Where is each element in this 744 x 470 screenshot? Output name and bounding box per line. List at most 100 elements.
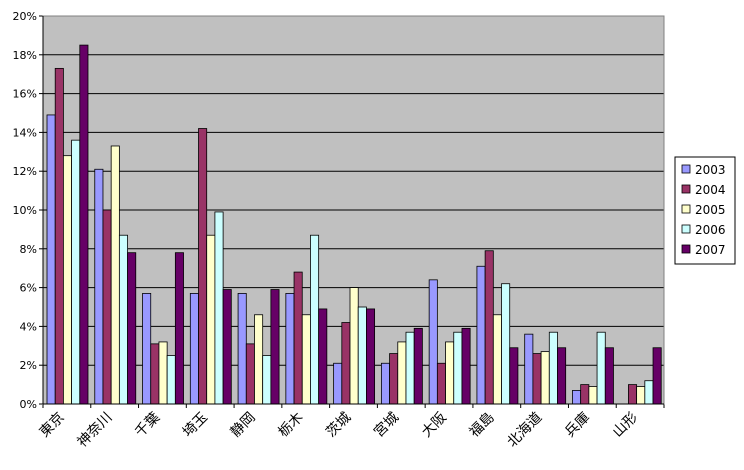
bar <box>46 114 56 405</box>
bar <box>476 265 486 405</box>
bar <box>652 347 662 405</box>
y-tick-label: 12% <box>13 165 37 178</box>
bar <box>588 386 598 405</box>
y-tick-label: 4% <box>20 320 37 333</box>
bar <box>484 250 494 405</box>
bar <box>150 343 160 405</box>
bar <box>102 209 112 405</box>
bar <box>509 347 519 405</box>
bar <box>492 314 502 405</box>
legend-swatch <box>681 224 691 234</box>
y-tick-label: 0% <box>20 398 37 411</box>
bar <box>110 145 120 405</box>
x-tick-label: 千葉 <box>132 410 163 441</box>
bar <box>628 384 638 405</box>
x-tick-label: 兵庫 <box>561 409 593 441</box>
bar <box>285 293 295 405</box>
x-tick-label: 埼玉 <box>180 410 211 441</box>
bar <box>636 386 646 405</box>
bar <box>198 128 208 405</box>
bar <box>501 283 511 405</box>
x-tick-label: 栃木 <box>275 410 306 441</box>
bar <box>357 306 367 405</box>
bar <box>71 139 81 405</box>
bar <box>333 362 343 405</box>
bar <box>604 347 614 405</box>
bar <box>254 314 264 405</box>
bar <box>572 390 582 405</box>
x-tick-label: 静岡 <box>228 410 259 441</box>
legend-label: 2006 <box>695 223 726 237</box>
bar <box>405 331 415 405</box>
bar <box>380 362 390 405</box>
bar <box>206 234 216 405</box>
y-tick-label: 20% <box>13 10 37 23</box>
bar <box>63 155 73 405</box>
bar <box>214 211 224 405</box>
bar <box>262 355 272 405</box>
legend-swatch <box>681 204 691 214</box>
bar <box>270 289 280 405</box>
bar <box>644 380 654 405</box>
x-tick-label: 福島 <box>467 410 498 441</box>
x-tick-label: 神奈川 <box>74 410 115 451</box>
legend-swatch <box>681 164 691 174</box>
legend-swatch <box>681 184 691 194</box>
bar <box>118 234 128 405</box>
y-axis-tick-labels: 0% 2% 4% 6% 8% 10% 12% 14% 16% 18% 20% <box>13 10 37 411</box>
bar <box>557 347 567 405</box>
bar <box>158 341 168 405</box>
bar <box>166 355 176 405</box>
bar <box>540 351 550 405</box>
bar <box>596 331 606 405</box>
x-tick-label: 大阪 <box>419 410 450 441</box>
bar <box>580 384 590 405</box>
y-tick-label: 6% <box>20 282 37 295</box>
bar <box>532 353 542 405</box>
legend: 2003 2004 2005 2006 2007 <box>674 156 736 265</box>
bar <box>142 293 152 405</box>
bar <box>293 271 303 405</box>
bar <box>237 293 247 405</box>
x-tick-label: 北海道 <box>504 410 545 451</box>
x-tick-label: 宮城 <box>371 410 402 441</box>
bar <box>428 279 438 405</box>
bar <box>413 327 423 405</box>
bar <box>445 341 455 405</box>
bar <box>548 331 558 405</box>
legend-swatch <box>681 244 691 254</box>
x-tick-label: 茨城 <box>323 410 354 441</box>
bar <box>389 353 399 405</box>
x-tick-label: 東京 <box>37 410 68 441</box>
legend-label: 2003 <box>695 163 726 177</box>
legend-label: 2005 <box>695 203 726 217</box>
bar <box>54 67 64 405</box>
legend-label: 2007 <box>695 243 726 257</box>
bar <box>318 308 328 405</box>
bar <box>524 333 534 405</box>
x-tick-label: 山形 <box>610 410 641 441</box>
bar <box>436 362 446 405</box>
bar <box>453 331 463 405</box>
bar <box>310 234 320 405</box>
bar <box>397 341 407 405</box>
y-tick-label: 18% <box>13 49 37 62</box>
legend-label: 2004 <box>695 183 726 197</box>
y-tick-label: 2% <box>20 359 37 372</box>
bar <box>341 322 351 405</box>
bar <box>94 168 104 405</box>
bar <box>366 308 376 405</box>
bar <box>349 287 359 405</box>
y-tick-label: 10% <box>13 204 37 217</box>
bar <box>245 343 255 405</box>
bar <box>189 293 199 405</box>
plot-area <box>39 15 665 408</box>
bar <box>301 314 311 405</box>
y-tick-label: 16% <box>13 88 37 101</box>
y-tick-label: 14% <box>13 126 37 139</box>
bar <box>127 252 137 405</box>
x-axis-tick-labels: 東京 神奈川 千葉 埼玉 静岡 栃木 茨城 宮城 大阪 福島 北海道 兵庫 山形 <box>37 409 641 451</box>
bar <box>174 252 184 405</box>
